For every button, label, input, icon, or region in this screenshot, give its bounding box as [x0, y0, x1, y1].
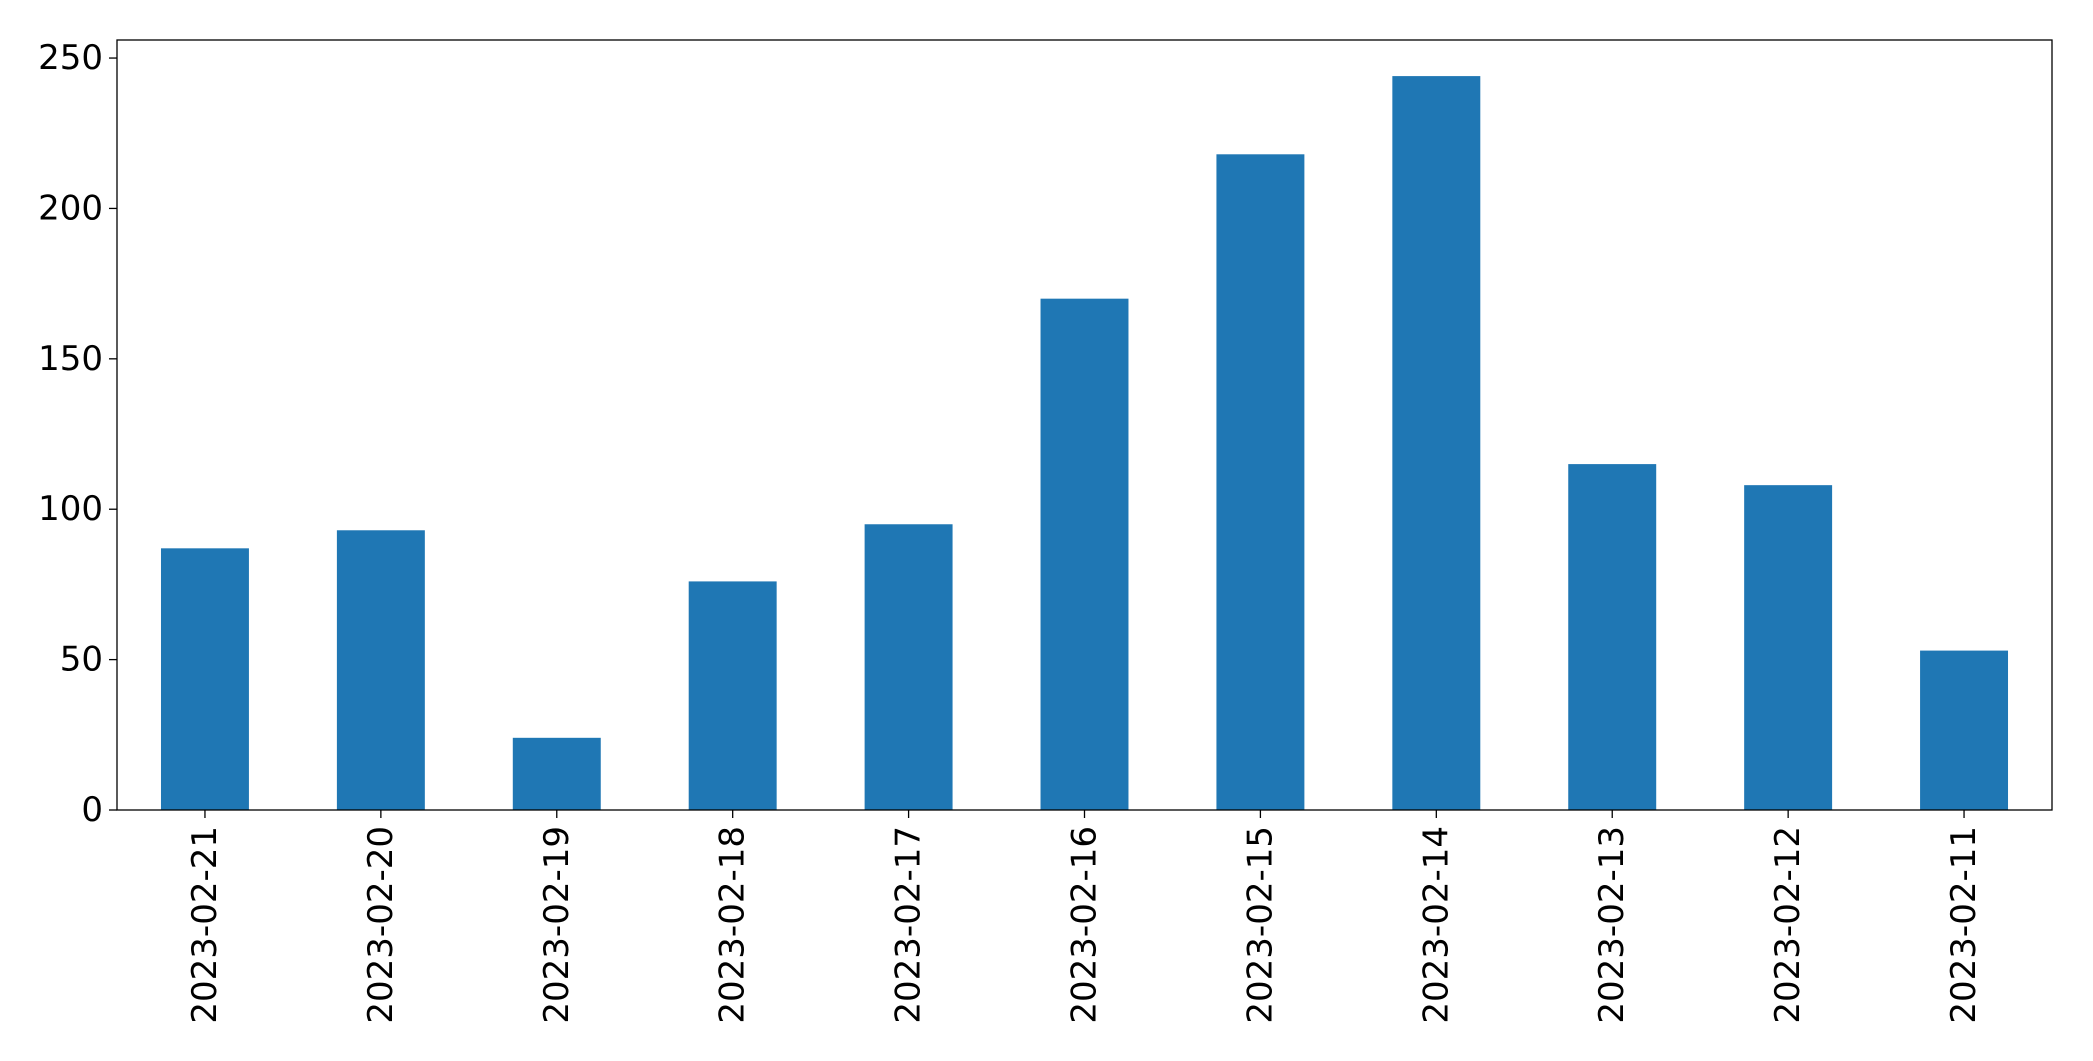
- bars: [160, 76, 2009, 810]
- plot-frame: [116, 39, 2053, 811]
- x-tick-label: 2023-02-15: [1240, 826, 1280, 1024]
- x-tick-label: 2023-02-11: [1944, 826, 1984, 1024]
- x-tick-label: 2023-02-16: [1065, 826, 1105, 1024]
- bar: [1040, 298, 1129, 810]
- y-axis: 0 50 100 150 200 250: [38, 38, 117, 830]
- bar: [512, 737, 601, 810]
- bar: [688, 581, 777, 810]
- bar: [160, 548, 249, 810]
- x-tick-label: 2023-02-20: [361, 826, 401, 1024]
- bar: [1744, 485, 1833, 810]
- bar: [864, 524, 953, 810]
- y-tick-label: 100: [38, 489, 103, 529]
- x-tick-label: 2023-02-13: [1592, 826, 1632, 1024]
- y-tick-label: 200: [38, 188, 103, 228]
- x-tick-label: 2023-02-17: [889, 826, 929, 1024]
- bar: [1392, 76, 1481, 810]
- y-tick-label: 250: [38, 38, 103, 78]
- y-tick-label: 0: [81, 790, 103, 830]
- x-tick-label: 2023-02-12: [1768, 826, 1808, 1024]
- bar: [1920, 650, 2009, 810]
- bar: [1568, 464, 1657, 810]
- x-tick-label: 2023-02-14: [1416, 826, 1456, 1024]
- x-tick-label: 2023-02-21: [185, 826, 225, 1024]
- y-tick-label: 150: [38, 339, 103, 379]
- x-tick-label: 2023-02-18: [713, 826, 753, 1024]
- bar: [336, 530, 425, 810]
- y-tick-label: 50: [60, 640, 103, 680]
- x-axis: 2023-02-21 2023-02-20 2023-02-19 2023-02-18…: [185, 810, 1984, 1024]
- bar: [1216, 154, 1305, 810]
- x-tick-label: 2023-02-19: [537, 826, 577, 1024]
